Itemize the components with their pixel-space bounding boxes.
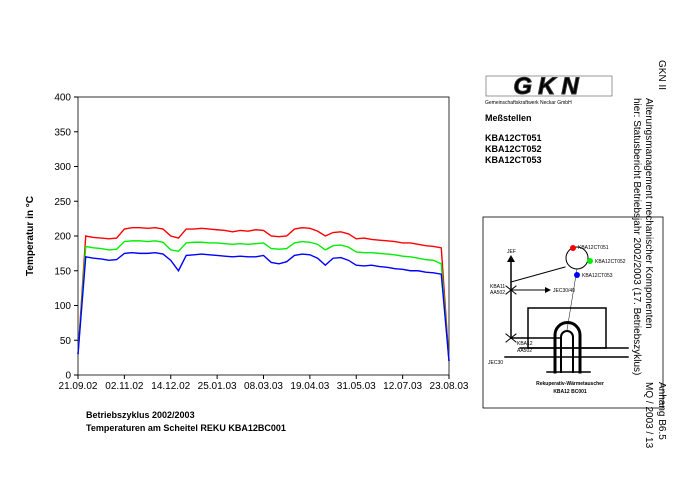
plot-frame: [77, 96, 450, 376]
legend-entry: KBA12CT051: [485, 133, 542, 143]
pipe: [510, 266, 566, 283]
x-tick-label: 21.09.02: [59, 381, 98, 392]
diagram-label: KBA12CT053: [582, 273, 613, 279]
caption: Betriebszyklus 2002/2003: [86, 410, 195, 420]
diagram-label: JEC30/40: [553, 288, 575, 294]
diagram-label: AA502: [490, 290, 505, 296]
x-tick-label: 12.07.03: [383, 381, 422, 392]
y-tick-label: 100: [54, 301, 71, 312]
y-tick-label: 250: [54, 197, 71, 208]
sensor: [587, 258, 593, 264]
legend-entry: KBA12CT053: [485, 155, 542, 165]
y-axis-label: Temperatur in °C: [25, 196, 36, 276]
x-tick-label: 02.11.02: [105, 381, 144, 392]
side-annex: Anhang B6.5: [656, 382, 667, 440]
u-tube: [560, 330, 574, 373]
arrow: [507, 255, 515, 262]
u-tube: [553, 321, 582, 374]
diagram: JEF KBA11 AA502 KBA12 AA502 JEC30/40 JEC…: [482, 216, 664, 409]
diagram-label: JEC30: [488, 360, 503, 366]
valve: [505, 285, 517, 295]
y-tick-label: 350: [54, 127, 71, 138]
logo-title: GKN: [513, 73, 584, 100]
side-ref: MQ / 2003 / 13: [643, 382, 654, 449]
logo: GKN Gemeinschaftskraftwerk Neckar GmbH: [485, 73, 613, 106]
logo-subtitle: Gemeinschaftskraftwerk Neckar GmbH: [485, 100, 572, 106]
side-line: hier: Statusbericht Betriebsjahr 2002/20…: [631, 98, 642, 375]
diagram-label: JEF: [507, 249, 516, 255]
caption: Temperaturen am Scheitel REKU KBA12BC001: [86, 423, 286, 433]
diagram-frame: [482, 216, 664, 409]
legend-entry: KBA12CT052: [485, 144, 542, 154]
diagram-label: KBA12CT051: [578, 245, 609, 251]
y-tick-label: 0: [65, 371, 71, 382]
diagram-label: KBA12CT052: [595, 259, 626, 265]
plot: 0 50 100 150 200 250 300 350 400 21.09.02 02.11.02…: [54, 93, 469, 393]
diagram-label: KBA12: [517, 341, 533, 347]
diagram-label: Rekuperativ-Wärmetauscher: [536, 381, 604, 387]
side-line: Alterungsmanagement mechanischer Kompone…: [643, 98, 654, 329]
x-tick-label: 08.03.03: [244, 381, 283, 392]
legend-title: Meßstellen: [485, 113, 532, 123]
y-tick-label: 150: [54, 266, 71, 277]
x-tick-label: 31.05.03: [337, 381, 376, 392]
series-line: [77, 251, 450, 362]
sensor: [570, 245, 576, 251]
y-tick-label: 200: [54, 232, 71, 243]
valve: [505, 333, 517, 343]
x-tick-label: 25.01.03: [198, 381, 237, 392]
leader: [566, 268, 578, 331]
y-tick-label: 50: [60, 336, 72, 347]
side-text: GKN II Alterungsmanagement mechanischer …: [631, 60, 667, 449]
x-tick-label: 19.04.03: [290, 381, 329, 392]
arrow: [545, 287, 551, 293]
side-title: GKN II: [656, 60, 667, 90]
sensor: [574, 272, 580, 278]
y-tick-label: 400: [54, 93, 71, 104]
series-line: [77, 226, 450, 362]
x-tick-label: 14.12.02: [151, 381, 190, 392]
x-tick-label: 23.08.03: [430, 381, 469, 392]
y-tick-label: 300: [54, 162, 71, 173]
logo-frame: [485, 75, 613, 97]
diagram-label: KBA12 BC001: [553, 389, 587, 395]
diagram-label: AA502: [517, 348, 532, 354]
series-line: [77, 240, 450, 362]
diagram-label: KBA11: [490, 284, 505, 290]
